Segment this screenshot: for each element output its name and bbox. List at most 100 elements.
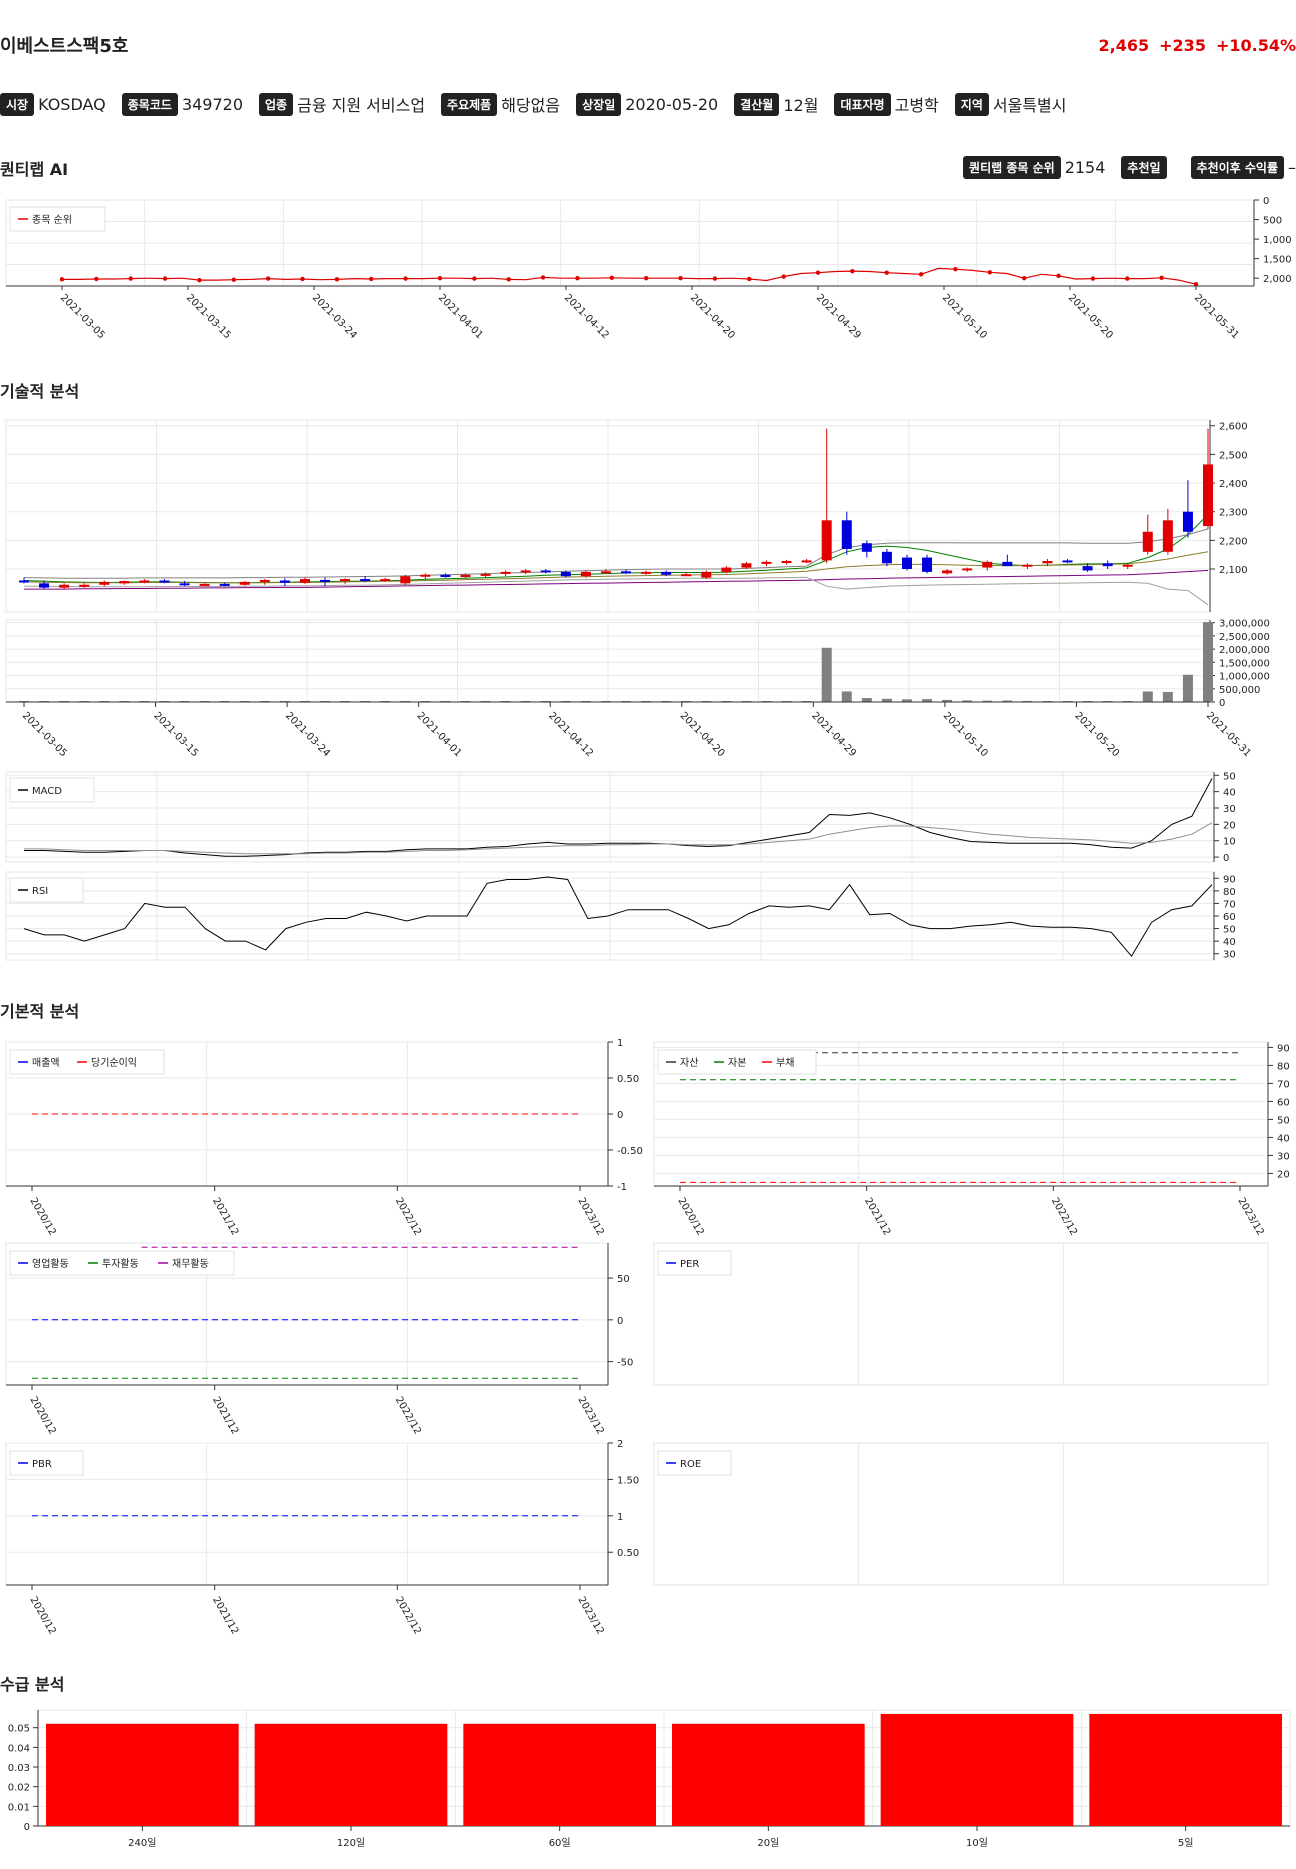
pbr-x-tick-label: 2022/12 [393,1595,423,1636]
legend-label: MACD [32,786,62,797]
legend-label: 투자활동 [102,1257,139,1270]
candle-body [661,571,672,575]
candle-body [299,579,310,583]
rank-point [334,277,340,282]
legend-label: PER [680,1259,699,1270]
rank-point [850,268,855,274]
pbr-y-tick-label: 1 [617,1512,623,1523]
candle-body [1042,560,1053,564]
info-value: 349720 [181,94,244,114]
sales-y-tick-label: 0.50 [617,1074,639,1085]
price-y-tick-label: 2,300 [1219,508,1248,519]
section-title-supply: 수급 분석 [0,1675,65,1694]
rsi-line [23,876,1213,958]
candle-body [159,580,170,583]
rank-point [1056,273,1061,279]
plot-frame [5,1442,609,1586]
candle-body [59,584,70,588]
rsi-y-tick-label: 50 [1223,925,1236,936]
info-value: 고병학 [894,96,939,115]
price-y-tick-label: 2,500 [1219,450,1248,461]
rank-point [265,276,271,281]
rank-point [712,276,718,281]
balance-x-tick-label: 2022/12 [1049,1196,1079,1237]
supply-bar [46,1723,239,1826]
volume-y-tick-label: 1,500,000 [1219,658,1270,669]
supply-x-tick-label: 5일 [1178,1837,1194,1849]
balance-y-tick-label: 40 [1277,1133,1290,1144]
rsi-y-tick-label: 80 [1223,887,1236,898]
rank-point [300,276,305,282]
candle-body [1203,464,1213,527]
volume-x-tick-label: 2021-05-31 [1204,710,1253,759]
moving-average-line [24,576,1209,606]
price-change-pct: +10.54% [1215,36,1296,55]
info-label: 업종 [259,92,294,116]
candle-body [380,579,391,582]
supply-bar [672,1723,865,1826]
candle-body [681,574,692,577]
rec-date-label: 추천일 [1121,156,1167,179]
legend-label: 자본 [728,1057,746,1069]
volume-x-tick-label: 2021-04-01 [415,710,464,759]
supply-x-tick-label: 120일 [337,1837,365,1849]
sales-x-tick-label: 2023/12 [575,1196,605,1237]
supply-bar [1089,1713,1282,1826]
candle-body [1002,561,1013,567]
rank-point [94,276,99,282]
sales-y-tick-label: -0.50 [617,1146,643,1157]
info-value: KOSDAQ [38,94,106,114]
candle-body [841,520,852,549]
pbr-y-tick-label: 2 [617,1439,623,1450]
rank-x-tick-label: 2021-05-20 [1066,292,1115,341]
balance-y-tick-label: 70 [1277,1079,1290,1090]
supply-bar [254,1723,448,1826]
volume-bar [861,698,872,702]
supply-y-tick-label: 0.04 [8,1743,30,1754]
volume-bar [1182,674,1193,702]
legend-label: 영업활동 [32,1257,69,1270]
volume-x-tick-label: 2021-04-29 [809,710,858,759]
balance-x-tick-label: 2021/12 [862,1196,892,1237]
volume-x-tick-label: 2021-03-05 [20,710,69,759]
legend-label: 재무활동 [172,1257,209,1270]
sales-x-tick-label: 2021/12 [210,1196,240,1237]
info-label: 상장일 [576,92,622,116]
plot-frame [653,1442,1269,1586]
rec-return-value: – [1288,158,1296,177]
candle-body [320,579,331,582]
macd-series-line [24,778,1213,857]
rank-y-tick-label: 1,500 [1263,255,1292,266]
cashflow-x-tick-label: 2023/12 [575,1395,605,1436]
cashflow-x-tick-label: 2020/12 [27,1395,57,1436]
macd-series-line [24,822,1213,855]
pbr-y-tick-label: 1.50 [617,1475,639,1486]
cashflow-x-tick-label: 2021/12 [210,1395,240,1436]
balance-y-tick-label: 30 [1277,1151,1290,1162]
volume-bar [881,698,892,702]
info-label: 주요제품 [441,92,498,116]
pbr-y-tick-label: 0.50 [617,1548,639,1559]
sales-y-tick-label: 1 [617,1038,623,1049]
current-price: 2,465 [1098,36,1150,55]
rank-point [953,266,958,272]
volume-x-tick-label: 2021-05-10 [941,710,990,759]
supply-x-tick-label: 60일 [549,1837,571,1849]
volume-x-tick-label: 2021-03-24 [283,710,332,759]
moving-average-line [23,528,1209,579]
legend-label: 당기순이익 [91,1057,137,1069]
candle-body [19,580,29,583]
candle-body [179,583,190,586]
supply-y-tick-label: 0.02 [8,1783,30,1794]
volume-bar [901,699,912,702]
rank-y-tick-label: 1,000 [1263,235,1292,246]
cashflow-y-tick-label: 50 [617,1274,630,1285]
volume-bar [982,700,993,702]
rank-x-tick-label: 2021-04-12 [562,292,611,341]
rank-x-tick-label: 2021-03-05 [58,292,107,341]
supply-x-tick-label: 240일 [128,1837,156,1849]
volume-bar [942,699,953,702]
candle-body [219,583,230,586]
candle-body [580,571,591,577]
candle-body [540,570,551,573]
